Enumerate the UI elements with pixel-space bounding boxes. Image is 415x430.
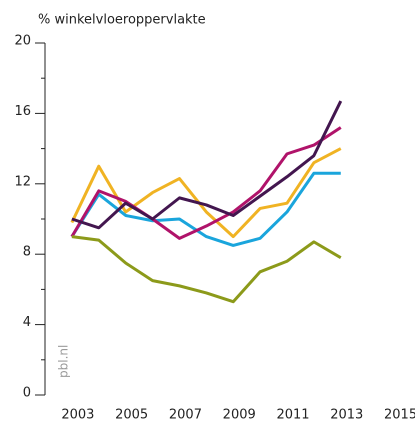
- y-tick-label: 8: [23, 245, 31, 260]
- series-line: [70, 126, 342, 240]
- series-line: [71, 100, 343, 230]
- x-tick-label: 2011: [276, 408, 309, 423]
- x-tick-label: 2003: [61, 408, 94, 423]
- y-tick-label: 0: [23, 386, 31, 401]
- series-line: [71, 235, 342, 304]
- x-tick-label: 2009: [223, 408, 256, 423]
- x-tick-label: 2015: [384, 408, 415, 423]
- y-tick-label: 16: [14, 104, 31, 119]
- y-tick-label: 20: [14, 34, 31, 49]
- x-tick-label: 2007: [169, 408, 202, 423]
- y-tick-label: 4: [23, 315, 31, 330]
- source: pbl.nl: [57, 345, 71, 378]
- series-line: [70, 171, 341, 247]
- x-tick-label: 2013: [330, 408, 363, 423]
- x-tick-label: 2005: [115, 408, 148, 423]
- chart-title: % winkelvloeroppervlakte: [38, 13, 206, 28]
- y-tick-label: 12: [14, 174, 31, 189]
